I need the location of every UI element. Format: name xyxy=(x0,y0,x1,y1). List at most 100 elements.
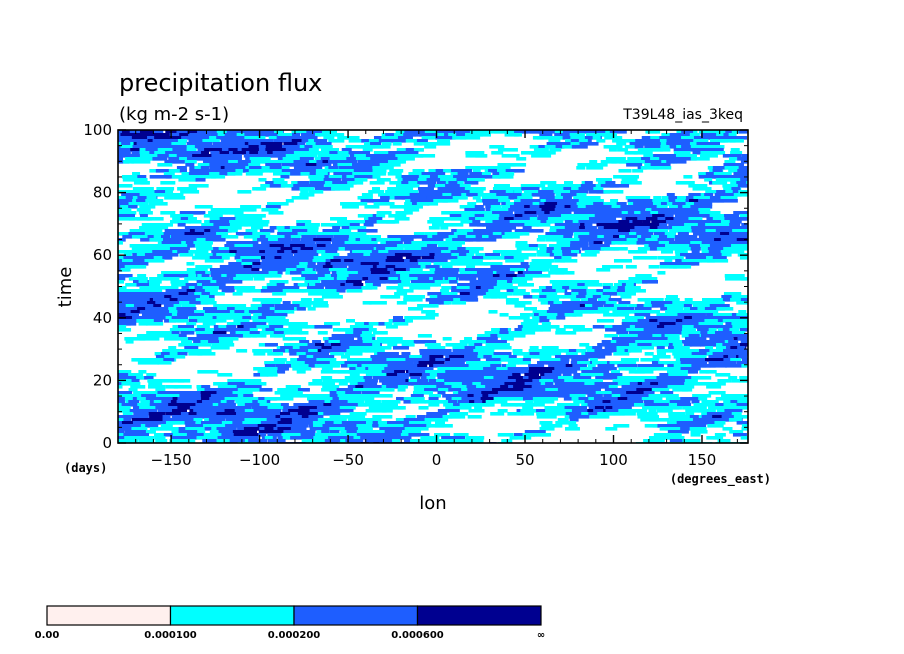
field-cell xyxy=(664,322,685,326)
field-cell xyxy=(192,151,206,155)
field-cell xyxy=(196,250,205,254)
field-cell xyxy=(681,136,699,140)
field-cell xyxy=(188,352,203,356)
field-cell xyxy=(285,154,306,158)
field-cell xyxy=(561,202,577,206)
field-cell xyxy=(324,274,334,278)
field-cell xyxy=(168,421,182,425)
field-cell xyxy=(217,310,234,314)
field-cell xyxy=(722,298,734,302)
field-cell xyxy=(233,142,255,146)
field-cell xyxy=(424,418,439,422)
field-cell xyxy=(328,229,344,233)
field-cell xyxy=(600,184,619,188)
field-cell xyxy=(145,199,164,203)
field-cell xyxy=(184,277,199,281)
field-cell xyxy=(643,400,661,404)
field-cell xyxy=(508,163,527,167)
field-cell xyxy=(403,133,417,137)
field-cell xyxy=(242,313,251,317)
field-cell xyxy=(339,229,352,233)
field-cell xyxy=(729,343,741,347)
field-cell xyxy=(154,145,173,149)
field-cell xyxy=(581,130,596,134)
field-cell xyxy=(361,169,382,173)
field-cell xyxy=(491,295,501,299)
field-cell xyxy=(178,427,187,431)
field-cell xyxy=(410,382,419,386)
field-cell xyxy=(331,334,343,338)
field-cell xyxy=(188,319,205,323)
field-cell xyxy=(118,145,123,149)
field-cell xyxy=(363,157,374,161)
field-cell xyxy=(490,346,512,350)
field-cell xyxy=(635,340,648,344)
field-cell xyxy=(392,142,402,146)
field-cell xyxy=(466,253,475,257)
field-cell xyxy=(396,340,418,344)
field-cell xyxy=(248,142,267,146)
field-cell xyxy=(281,259,299,263)
field-cell xyxy=(635,391,646,395)
field-cell xyxy=(356,430,375,434)
field-cell xyxy=(236,412,252,416)
field-cell xyxy=(372,343,381,347)
field-cell xyxy=(202,160,215,164)
field-cell xyxy=(219,340,234,344)
field-cell xyxy=(394,262,404,266)
field-cell xyxy=(564,427,580,431)
field-cell xyxy=(545,361,564,365)
field-cell xyxy=(684,379,698,383)
field-cell xyxy=(201,385,211,389)
field-cell xyxy=(376,211,392,215)
field-cell xyxy=(456,370,467,374)
field-cell xyxy=(393,133,404,137)
field-cell xyxy=(316,250,332,254)
field-cell xyxy=(673,148,693,152)
field-cell xyxy=(681,214,702,218)
field-cell xyxy=(372,175,381,179)
field-cell xyxy=(569,286,580,290)
field-cell xyxy=(649,418,670,422)
field-cell xyxy=(648,379,657,383)
field-cell xyxy=(300,238,312,242)
field-cell xyxy=(227,142,236,146)
field-cell xyxy=(325,235,334,239)
field-cell xyxy=(451,229,462,233)
field-cell xyxy=(305,136,318,140)
field-cell xyxy=(450,172,463,176)
field-cell xyxy=(642,220,651,224)
field-cell xyxy=(161,235,171,239)
field-cell xyxy=(504,133,519,137)
field-cell xyxy=(408,433,430,437)
field-cell xyxy=(265,256,283,260)
field-cell xyxy=(555,409,569,413)
field-cell xyxy=(411,154,424,158)
field-cell xyxy=(523,196,533,200)
field-cell xyxy=(477,355,489,359)
field-cell xyxy=(544,202,558,206)
field-cell xyxy=(650,136,662,140)
field-cell xyxy=(273,130,283,134)
field-cell xyxy=(139,148,151,152)
field-cell xyxy=(737,337,748,341)
field-cell xyxy=(152,427,167,431)
field-cell xyxy=(136,283,154,287)
field-cell xyxy=(441,388,450,392)
field-cell xyxy=(212,331,221,335)
field-cell xyxy=(400,238,414,242)
field-cell xyxy=(424,367,434,371)
field-cell xyxy=(139,226,156,230)
field-cell xyxy=(739,232,748,236)
field-cell xyxy=(355,340,366,344)
field-cell xyxy=(176,166,187,170)
field-cell xyxy=(712,181,728,185)
field-cell xyxy=(348,274,361,278)
field-cell xyxy=(611,241,623,245)
field-cell xyxy=(221,421,238,425)
field-cell xyxy=(145,310,164,314)
field-cell xyxy=(512,277,533,281)
field-cell xyxy=(576,217,592,221)
field-cell xyxy=(164,196,186,200)
field-cell xyxy=(600,307,611,311)
